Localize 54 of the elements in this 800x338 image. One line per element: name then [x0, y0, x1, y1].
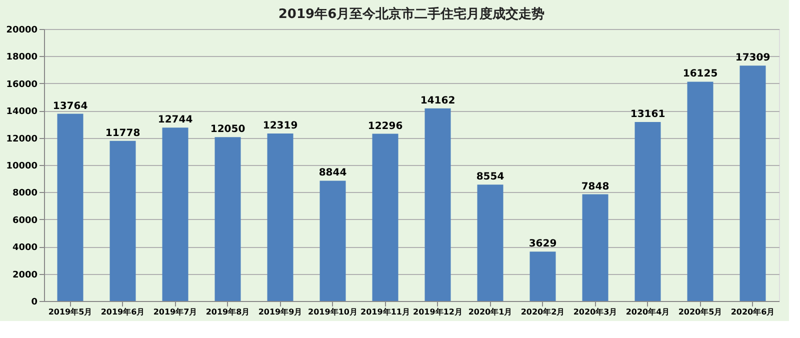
data-label: 12319: [262, 120, 298, 132]
bar: [424, 108, 451, 301]
y-tick-label: 10000: [6, 162, 38, 172]
data-label: 17309: [735, 52, 770, 64]
data-label: 12296: [368, 120, 403, 132]
y-tick-label: 14000: [6, 107, 38, 118]
data-label: 7848: [581, 181, 610, 192]
y-tick-label: 4000: [12, 243, 38, 254]
x-tick-label: 2019年11月: [360, 308, 410, 316]
data-label: 13764: [52, 100, 88, 112]
bar: [320, 180, 346, 301]
x-tick-label: 2019年10月: [308, 308, 358, 316]
bar: [530, 252, 556, 301]
bar: [214, 137, 241, 301]
data-label: 13161: [630, 109, 666, 120]
x-tick-label: 2019年5月: [48, 308, 92, 316]
data-label: 11778: [105, 128, 140, 139]
data-label: 12744: [158, 114, 193, 126]
bar: [110, 140, 136, 301]
y-tick-label: 0: [31, 298, 38, 308]
x-tick-label: 2019年8月: [206, 308, 250, 316]
data-label: 14162: [420, 95, 456, 106]
bar: [477, 184, 504, 301]
x-tick-label: 2020年1月: [468, 308, 512, 316]
y-tick-label: 18000: [6, 52, 38, 63]
bar: [687, 82, 714, 301]
x-tick-label: 2020年5月: [678, 308, 722, 316]
x-tick-label: 2020年4月: [626, 308, 670, 316]
data-label: 8554: [476, 172, 504, 183]
bar: [267, 133, 294, 301]
bar: [162, 128, 188, 301]
y-tick-label: 6000: [12, 216, 38, 226]
x-tick-label: 2020年6月: [730, 308, 775, 316]
y-tick-label: 16000: [6, 80, 38, 90]
x-tick-label: 2020年3月: [573, 308, 618, 316]
bar: [582, 194, 608, 301]
x-tick-label: 2019年7月: [153, 308, 198, 316]
bar: [740, 66, 766, 301]
chart-title: 2019年6月至今北京市二手住宅月度成交走势: [278, 6, 545, 22]
y-tick-label: 2000: [12, 270, 38, 280]
data-label: 12050: [210, 124, 246, 136]
x-tick-label: 2019年6月: [100, 308, 145, 316]
bar: [634, 122, 661, 301]
y-tick-label: 20000: [6, 26, 38, 36]
data-label: 3629: [528, 238, 557, 250]
x-tick-label: 2019年9月: [258, 308, 302, 316]
bar: [57, 114, 84, 301]
bar: [372, 134, 398, 301]
y-tick-label: 12000: [6, 134, 38, 144]
data-label: 16125: [682, 68, 718, 80]
x-tick-label: 2019年12月: [413, 308, 462, 316]
data-label: 8844: [318, 168, 347, 179]
x-tick-label: 2020年2月: [520, 308, 565, 316]
y-tick-label: 8000: [12, 188, 38, 199]
